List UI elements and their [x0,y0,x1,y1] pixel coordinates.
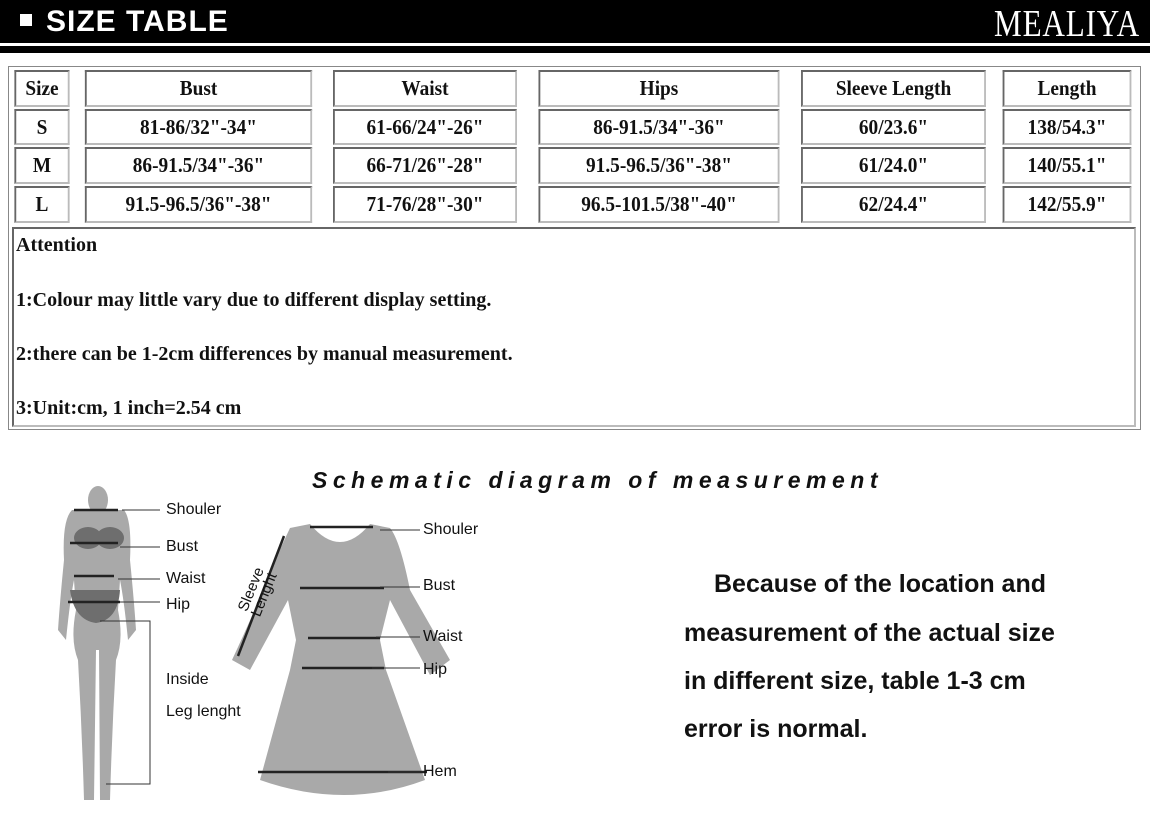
body-label: Bust [166,538,199,555]
body-label: Shouler [166,501,222,518]
dress-label: Bust [423,577,456,594]
body-label: Inside [166,671,209,688]
attention-box: Attention 1:Colour may little vary due t… [12,227,1136,427]
column-header: Sleeve Length [801,70,986,107]
table-cell: 91.5-96.5/36"-38" [538,147,780,184]
table-cell: L [14,186,70,223]
attention-item: 2:there can be 1-2cm differences by manu… [16,343,513,365]
table-cell: 60/23.6" [801,109,986,145]
header-stripe [0,46,1150,53]
table-cell: 96.5-101.5/38"-40" [538,186,780,223]
table-cell: 61-66/24"-26" [333,109,517,145]
table-cell: 86-91.5/34"-36" [84,147,313,184]
body-measure-lines [68,508,120,604]
body-figure [58,486,136,800]
table-cell: 66-71/26"-28" [333,147,517,184]
column-header: Size [14,70,70,107]
measurement-diagram: Sleeve Lenght [58,486,450,800]
size-table [8,66,1141,430]
table-cell: 71-76/28"-30" [333,186,517,223]
table-cell: 91.5-96.5/36"-38" [84,186,313,223]
dress-label: Waist [423,628,463,645]
attention-item: 3:Unit:cm, 1 inch=2.54 cm [16,397,242,419]
attention-title: Attention [16,234,98,256]
square-bullet-icon [20,14,32,27]
column-header: Waist [333,70,517,107]
body-label: Waist [166,570,206,587]
dress-figure [232,524,450,795]
dress-label: Hem [423,763,457,780]
dress-label: Hip [423,661,448,678]
body-label: Leg lenght [166,703,241,720]
table-cell: 140/55.1" [1002,147,1132,184]
header-bar: SIZE TABLE MEALIYA [0,0,1150,45]
table-cell: 142/55.9" [1002,186,1132,223]
table-cell: 61/24.0" [801,147,986,184]
column-header: Hips [538,70,780,107]
page-title: SIZE TABLE [20,5,229,39]
table-cell: 81-86/32"-34" [84,109,313,145]
column-header: Length [1002,70,1132,107]
table-cell: 86-91.5/34"-36" [538,109,780,145]
note-line: Because of the location and [714,570,1047,598]
brand-logo: MEALIYA [994,3,1140,45]
table-cell: S [14,109,70,145]
attention-item: 1:Colour may little vary due to differen… [16,289,492,311]
note-line: error is normal. [684,715,868,743]
note-line: in different size, table 1-3 cm [684,667,1026,695]
diagram-title: Schematic diagram of measurement [312,467,883,493]
table-cell: 138/54.3" [1002,109,1132,145]
table-cell: M [14,147,70,184]
title-text: SIZE TABLE [46,5,229,38]
note-line: measurement of the actual size [684,619,1055,647]
column-header: Bust [84,70,313,107]
dress-label: Shouler [423,521,479,538]
body-label: Hip [166,596,191,613]
table-cell: 62/24.4" [801,186,986,223]
